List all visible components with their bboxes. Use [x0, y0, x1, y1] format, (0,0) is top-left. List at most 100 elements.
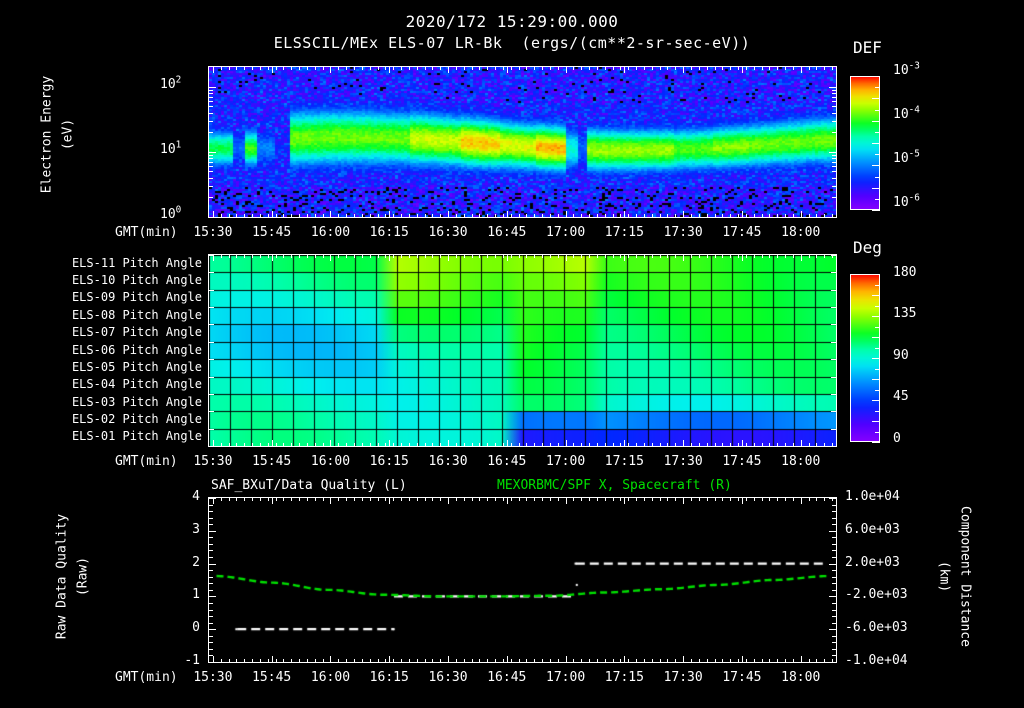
xtick-minor: [683, 254, 684, 261]
xtick-minor: [660, 214, 661, 218]
xtick-minor: [754, 214, 755, 218]
xtick-minor: [691, 254, 692, 258]
xtick-minor: [534, 66, 535, 70]
panel3-ytick: [209, 524, 213, 525]
xtick-minor: [683, 66, 684, 73]
panel3-ytick: [209, 649, 213, 650]
panel3-ytick: [832, 537, 836, 538]
xtick-minor: [479, 497, 480, 501]
xtick-minor: [628, 659, 629, 663]
xtick-minor: [816, 66, 817, 70]
xtick-minor: [613, 214, 614, 218]
xtick-minor: [354, 214, 355, 218]
xtick-minor: [715, 443, 716, 447]
xtick-minor: [401, 254, 402, 258]
xtick-minor: [503, 66, 504, 70]
xtick-minor: [722, 214, 723, 218]
xtick-minor: [268, 497, 269, 501]
xtick-minor: [252, 659, 253, 663]
xtick-minor: [707, 443, 708, 447]
xtick-minor: [526, 66, 527, 70]
panel2-colorbar-tick: [872, 274, 880, 275]
panel2-colorbar-tick: [875, 369, 880, 370]
xtick-minor: [507, 440, 508, 447]
xtick-minor: [628, 443, 629, 447]
panel1-ytick: [209, 186, 213, 187]
panel1-ytick: [209, 93, 213, 94]
panel3-ytick: [832, 518, 836, 519]
xtick-minor: [503, 214, 504, 218]
xtick-minor: [221, 443, 222, 447]
xtick-minor: [722, 66, 723, 70]
panel1-ytick: [832, 132, 836, 133]
panel3-ytick: [832, 642, 836, 643]
xtick-minor: [777, 443, 778, 447]
xtick-minor: [542, 659, 543, 663]
xtick-minor: [236, 214, 237, 218]
panel2-ytick: [209, 255, 214, 256]
xtick-minor: [722, 443, 723, 447]
xtick-minor: [338, 254, 339, 258]
panel2-row-label-3: ELS-03 Pitch Angle: [71, 394, 202, 409]
xtick-minor: [558, 443, 559, 447]
xtick-minor: [550, 497, 551, 501]
xtick-minor: [793, 443, 794, 447]
xtick-minor: [244, 214, 245, 218]
panel3-ytick: [209, 537, 213, 538]
xtick-minor: [236, 497, 237, 501]
panel2-xtick-label: 15:30: [193, 454, 233, 469]
xtick-minor: [283, 214, 284, 218]
xtick-minor: [378, 214, 379, 218]
xtick-minor: [385, 254, 386, 258]
panel1-ylabel-line2: (eV): [60, 118, 76, 151]
xtick-minor: [417, 659, 418, 663]
xtick-minor: [526, 254, 527, 258]
panel3-ytick: [209, 642, 213, 643]
panel3-ytick: [209, 498, 216, 499]
xtick-minor: [777, 66, 778, 70]
panel1-ytick: [209, 171, 213, 172]
panel3-xtick-label: 17:15: [604, 670, 644, 685]
xtick-minor: [589, 659, 590, 663]
xtick-minor: [675, 443, 676, 447]
xtick-minor: [323, 254, 324, 258]
panel1-colorbar-tick: [872, 143, 880, 144]
panel3-ytick: [832, 544, 836, 545]
xtick-minor: [793, 497, 794, 501]
panel3-ytick-right-0: 1.0e+04: [845, 489, 900, 504]
xtick-minor: [464, 497, 465, 501]
xtick-minor: [558, 497, 559, 501]
xtick-minor: [534, 497, 535, 501]
xtick-minor: [236, 254, 237, 258]
panel3-ytick-right-5: -1.0e+04: [845, 653, 908, 668]
xtick-minor: [456, 254, 457, 258]
panel1-ytick: [209, 217, 216, 218]
panel3-ylabel-right-line2: (km): [936, 560, 952, 593]
data-quality-panel: [208, 497, 837, 663]
panel3-xtick-label: 16:15: [369, 670, 409, 685]
xtick-minor: [425, 659, 426, 663]
panel1-ytick: [832, 197, 836, 198]
xtick-minor: [809, 214, 810, 218]
xtick-minor: [519, 497, 520, 501]
xtick-minor: [507, 497, 508, 504]
xtick-minor: [432, 497, 433, 501]
xtick-minor: [605, 66, 606, 70]
xtick-minor: [785, 497, 786, 501]
xtick-minor: [330, 656, 331, 663]
panel3-ytick: [832, 570, 836, 571]
xtick-minor: [605, 214, 606, 218]
xtick-minor: [276, 443, 277, 447]
xtick-minor: [338, 66, 339, 70]
xtick-minor: [816, 443, 817, 447]
xtick-minor: [667, 497, 668, 501]
panel2-colorbar-tick-45: 45: [893, 389, 909, 404]
xtick-minor: [487, 443, 488, 447]
xtick-minor: [715, 254, 716, 258]
xtick-minor: [526, 659, 527, 663]
xtick-minor: [378, 659, 379, 663]
panel2-colorbar-tick: [875, 285, 880, 286]
xtick-minor: [252, 254, 253, 258]
xtick-minor: [354, 254, 355, 258]
xtick-minor: [738, 497, 739, 501]
